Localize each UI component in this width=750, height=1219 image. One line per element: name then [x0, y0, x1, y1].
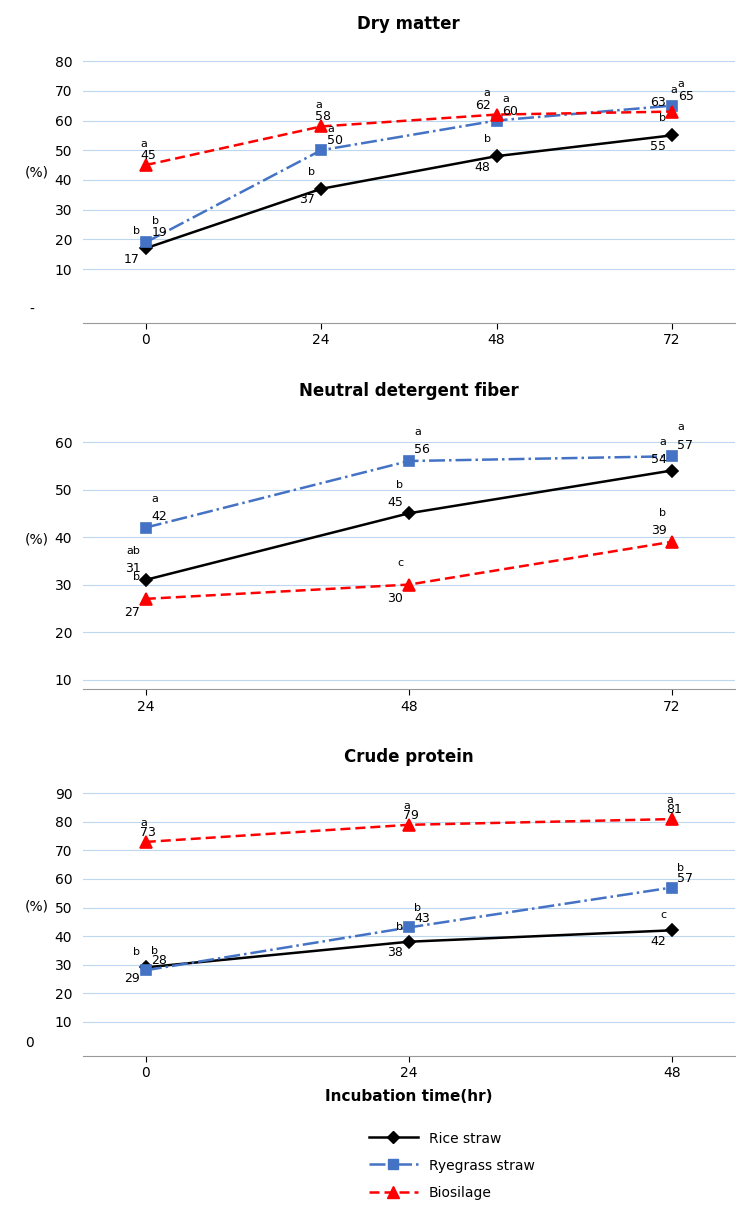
Legend: Rice straw, Ryegrass straw, Biosilage: Rice straw, Ryegrass straw, Biosilage — [364, 1125, 540, 1206]
Text: a: a — [678, 79, 685, 89]
Text: b: b — [134, 572, 140, 583]
Text: a: a — [484, 88, 490, 99]
Text: a: a — [414, 427, 422, 438]
Text: 81: 81 — [667, 803, 682, 817]
Text: a: a — [503, 94, 509, 104]
Text: 43: 43 — [414, 912, 430, 925]
Text: b: b — [134, 947, 140, 957]
Text: b: b — [414, 903, 422, 913]
Text: -: - — [29, 302, 34, 317]
Text: a: a — [140, 818, 147, 828]
Title: Neutral detergent fiber: Neutral detergent fiber — [299, 382, 519, 400]
Text: 38: 38 — [388, 946, 404, 959]
Text: ab: ab — [127, 546, 140, 556]
Text: 65: 65 — [678, 90, 694, 102]
Text: 37: 37 — [299, 194, 315, 206]
Text: 19: 19 — [152, 227, 167, 239]
Text: a: a — [667, 795, 674, 805]
Text: 31: 31 — [124, 562, 140, 575]
Text: 57: 57 — [677, 439, 693, 451]
Text: 42: 42 — [651, 935, 667, 947]
X-axis label: Incubation time(hr): Incubation time(hr) — [325, 1089, 493, 1103]
Text: 57: 57 — [677, 872, 693, 885]
Text: a: a — [670, 85, 678, 95]
Text: 50: 50 — [327, 134, 343, 147]
Y-axis label: (%): (%) — [25, 900, 49, 913]
Text: 0: 0 — [25, 1036, 34, 1050]
Y-axis label: (%): (%) — [25, 533, 49, 546]
Text: 28: 28 — [152, 954, 167, 968]
Text: a: a — [677, 423, 684, 433]
Text: 79: 79 — [404, 809, 419, 822]
Text: b: b — [659, 508, 667, 518]
Text: b: b — [677, 863, 684, 873]
Title: Crude protein: Crude protein — [344, 748, 474, 767]
Text: 48: 48 — [475, 161, 490, 173]
Text: a: a — [327, 124, 334, 134]
Title: Dry matter: Dry matter — [358, 15, 460, 33]
Text: c: c — [660, 911, 667, 920]
Text: b: b — [484, 134, 490, 144]
Y-axis label: (%): (%) — [25, 166, 49, 180]
Text: b: b — [396, 479, 404, 490]
Text: c: c — [398, 558, 404, 568]
Text: a: a — [315, 100, 322, 110]
Text: 58: 58 — [315, 111, 332, 123]
Text: 27: 27 — [124, 606, 140, 619]
Text: a: a — [659, 436, 667, 446]
Text: a: a — [140, 139, 147, 149]
Text: 63: 63 — [650, 95, 666, 108]
Text: a: a — [152, 494, 158, 503]
Text: 45: 45 — [388, 496, 404, 508]
Text: b: b — [133, 227, 140, 236]
Text: b: b — [152, 216, 159, 226]
Text: 39: 39 — [651, 524, 667, 538]
Text: 45: 45 — [140, 149, 156, 162]
Text: 62: 62 — [475, 99, 490, 112]
Text: 29: 29 — [124, 972, 140, 985]
Text: 30: 30 — [388, 591, 404, 605]
Text: b: b — [152, 946, 158, 956]
Text: 56: 56 — [414, 444, 430, 456]
Text: 54: 54 — [650, 452, 667, 466]
Text: a: a — [404, 801, 410, 811]
Text: 55: 55 — [650, 140, 666, 152]
Text: b: b — [396, 922, 404, 931]
Text: 60: 60 — [503, 105, 518, 117]
Text: 17: 17 — [124, 252, 140, 266]
Text: b: b — [308, 167, 315, 177]
Text: b: b — [659, 113, 666, 123]
Text: 42: 42 — [152, 510, 167, 523]
Text: 73: 73 — [140, 826, 156, 839]
